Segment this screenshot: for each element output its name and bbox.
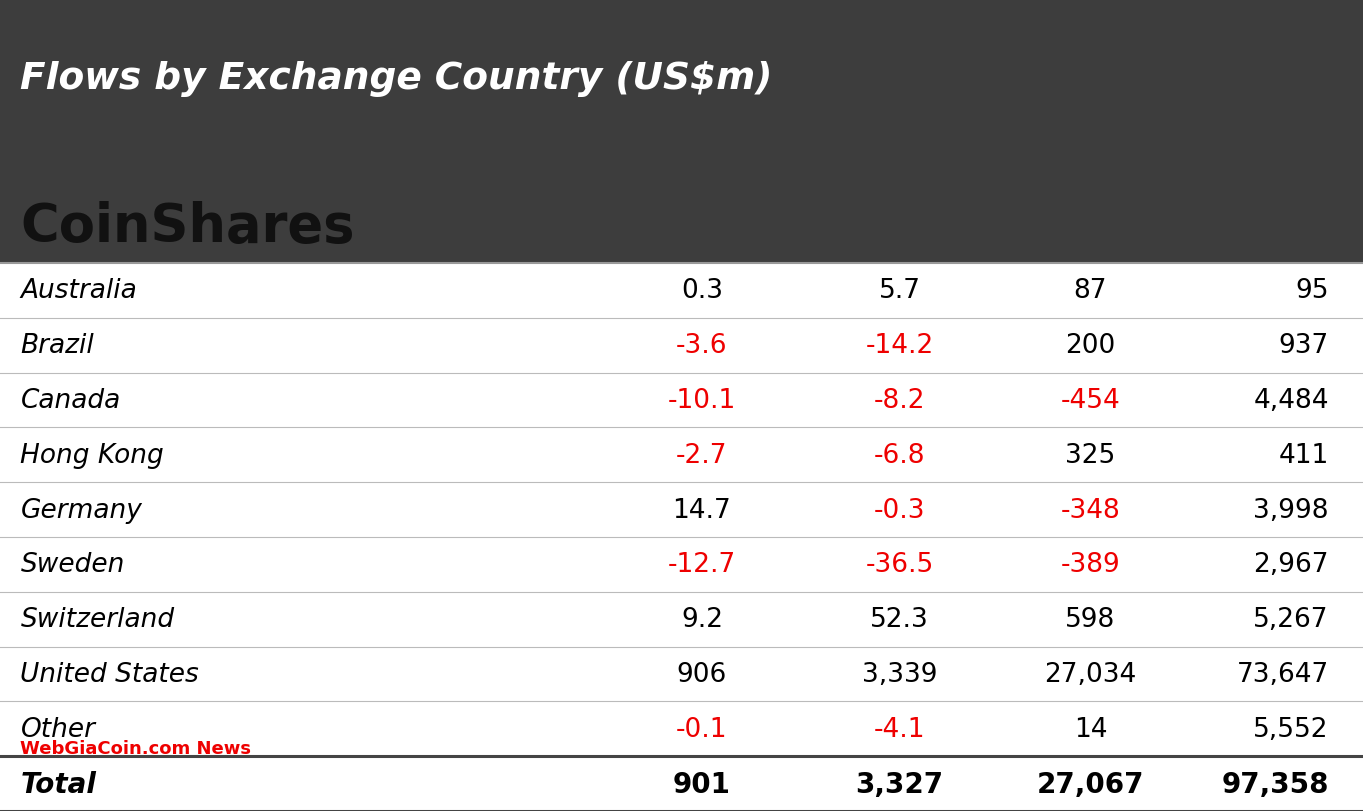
Text: Flows by Exchange Country (US$m): Flows by Exchange Country (US$m) — [20, 61, 773, 97]
Text: MTD: MTD — [868, 339, 931, 367]
Text: AUM: AUM — [1298, 392, 1360, 419]
Text: -454: -454 — [1060, 388, 1120, 414]
Text: -389: -389 — [1060, 551, 1120, 577]
Text: 2,967: 2,967 — [1254, 551, 1329, 577]
Bar — [0, 0, 1363, 264]
Text: -36.5: -36.5 — [866, 551, 934, 577]
Text: 87: 87 — [1074, 278, 1107, 304]
Text: Other: Other — [20, 716, 95, 742]
Text: 3,339: 3,339 — [861, 661, 938, 687]
Text: 27,067: 27,067 — [1037, 770, 1144, 797]
Text: 5.7: 5.7 — [879, 278, 920, 304]
Text: 0.3: 0.3 — [682, 278, 722, 304]
Text: 52.3: 52.3 — [870, 607, 930, 633]
Text: 9.2: 9.2 — [682, 607, 722, 633]
Text: 14.7: 14.7 — [672, 497, 732, 523]
Text: -2.7: -2.7 — [676, 442, 728, 468]
Text: -0.1: -0.1 — [676, 716, 728, 742]
Text: Australia: Australia — [20, 278, 138, 304]
Text: Brazil: Brazil — [20, 333, 94, 358]
Text: flows: flows — [1055, 444, 1126, 472]
Text: Hong Kong: Hong Kong — [20, 442, 164, 468]
Text: 5,267: 5,267 — [1254, 607, 1329, 633]
Text: 14: 14 — [1074, 716, 1107, 742]
Text: Germany: Germany — [20, 497, 142, 523]
Text: CoinShares: CoinShares — [20, 201, 354, 253]
Text: 200: 200 — [1066, 333, 1115, 358]
Text: 97,358: 97,358 — [1221, 770, 1329, 797]
Text: -0.3: -0.3 — [874, 497, 925, 523]
Text: 937: 937 — [1278, 333, 1329, 358]
Text: -14.2: -14.2 — [866, 333, 934, 358]
Text: 901: 901 — [673, 770, 731, 797]
Text: flows: flows — [667, 444, 737, 472]
Text: -4.1: -4.1 — [874, 716, 925, 742]
Text: 73,647: 73,647 — [1236, 661, 1329, 687]
Text: -348: -348 — [1060, 497, 1120, 523]
Text: 95: 95 — [1295, 278, 1329, 304]
Text: -10.1: -10.1 — [668, 388, 736, 414]
Text: 411: 411 — [1278, 442, 1329, 468]
Text: 325: 325 — [1066, 442, 1115, 468]
Text: 906: 906 — [677, 661, 726, 687]
Text: Canada: Canada — [20, 388, 121, 414]
Text: 5,552: 5,552 — [1254, 716, 1329, 742]
Text: -12.7: -12.7 — [668, 551, 736, 577]
Text: WebGiaCoin.com News: WebGiaCoin.com News — [20, 739, 251, 757]
Text: Sweden: Sweden — [20, 551, 125, 577]
Text: -3.6: -3.6 — [676, 333, 728, 358]
Text: YTD: YTD — [1063, 339, 1118, 367]
Text: -8.2: -8.2 — [874, 388, 925, 414]
Text: 3,998: 3,998 — [1254, 497, 1329, 523]
Text: Switzerland: Switzerland — [20, 607, 174, 633]
Text: 3,327: 3,327 — [856, 770, 943, 797]
Text: 27,034: 27,034 — [1044, 661, 1137, 687]
Text: flows: flows — [864, 444, 935, 472]
Text: -6.8: -6.8 — [874, 442, 925, 468]
Text: Week: Week — [662, 339, 741, 367]
Text: United States: United States — [20, 661, 199, 687]
Text: 598: 598 — [1066, 607, 1115, 633]
Text: Total: Total — [20, 770, 97, 797]
Text: 4,484: 4,484 — [1254, 388, 1329, 414]
